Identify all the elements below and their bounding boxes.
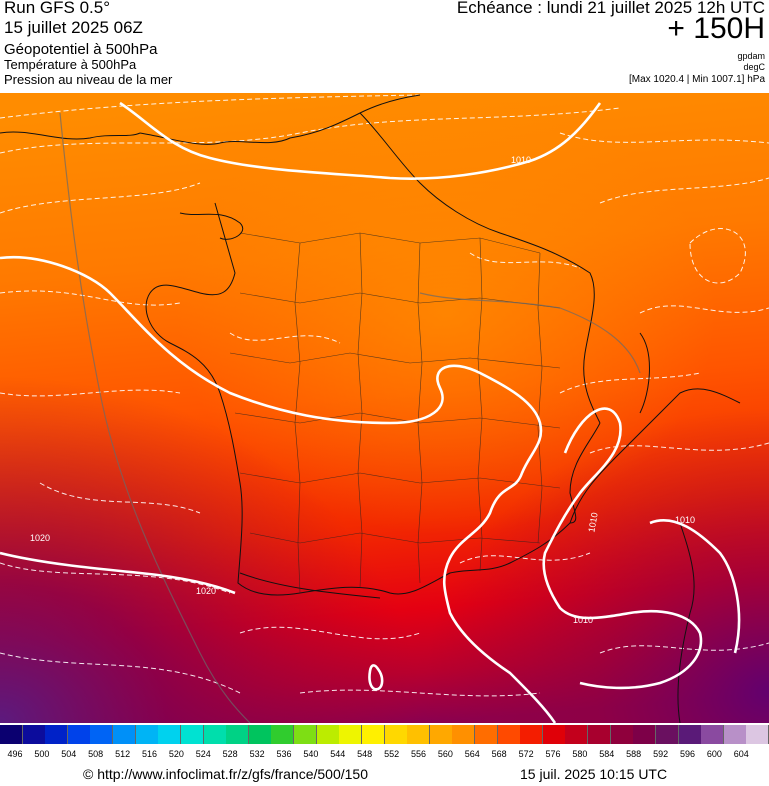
scale-label: 584 [599,749,615,759]
color-swatch [316,725,340,744]
isobar-label-west: 1020 [30,533,50,543]
field-pressure: Pression au niveau de la mer [4,72,173,87]
scale-label: 544 [330,749,346,759]
color-swatch [67,725,91,744]
color-swatch [294,725,318,744]
color-swatch [610,725,634,744]
color-swatch [565,725,589,744]
color-swatch [452,725,476,744]
scale-label: 512 [115,749,131,759]
isobar-label-mediterranean: 1010 [573,615,593,625]
color-swatch [407,725,431,744]
unit-gpdam: gpdam [737,51,765,61]
color-swatch [588,725,612,744]
department-borders [229,232,561,594]
scale-label: 564 [464,749,480,759]
color-swatch [0,725,23,744]
run-date: 15 juillet 2025 06Z [4,18,143,37]
scale-label: 552 [384,749,400,759]
color-swatch [135,725,159,744]
forecast-valid-time: Echéance : lundi 21 juillet 2025 12h UTC [456,0,765,17]
scale-label: 580 [572,749,588,759]
scale-label: 560 [437,749,453,759]
scale-label: 540 [303,749,319,759]
color-swatch [158,725,182,744]
color-swatch [723,725,747,744]
color-swatch [429,725,453,744]
scale-label: 588 [626,749,642,759]
pressure-minmax: [Max 1020.4 | Min 1007.1] hPa [628,74,765,85]
color-scale-legend: 496 500 504 508 512 516 520 524 528 532 536 540 544 5… [0,725,769,761]
color-swatch [248,725,272,744]
color-swatch [203,725,227,744]
color-swatch [361,725,385,744]
color-swatch [746,725,769,744]
color-swatch [226,725,250,744]
color-swatch [22,725,46,744]
unit-degc: degC [743,62,765,72]
scale-label: 604 [733,749,749,759]
scale-label: 572 [518,749,534,759]
scale-label: 500 [34,749,50,759]
isobar-label-corsica: 1010 [675,515,695,525]
color-swatch [633,725,657,744]
scale-label: 528 [222,749,238,759]
forecast-horizon: + 150H [667,12,765,45]
color-swatch [271,725,295,744]
color-swatch [701,725,725,744]
scale-label: 592 [653,749,669,759]
scale-label: 504 [61,749,77,759]
field-temperature: Température à 500hPa [4,57,137,72]
source-url[interactable]: © http://www.infoclimat.fr/z/gfs/france/… [83,766,368,782]
scale-label: 536 [276,749,292,759]
scale-label: 600 [706,749,722,759]
scale-label: 576 [545,749,561,759]
scale-label: 508 [88,749,104,759]
color-swatch [384,725,408,744]
isobar-label-north: 1010 [511,155,531,165]
low-geopotential-southeast [0,93,769,723]
footer: © http://www.infoclimat.fr/z/gfs/france/… [0,766,769,786]
scale-label: 524 [195,749,211,759]
field-geopotential: Géopotentiel à 500hPa [4,41,158,58]
forecast-map: 1010 1020 1020 1010 1010 1010 [0,93,769,723]
country-outline [59,112,641,723]
color-swatch [90,725,114,744]
isobar-label-alps: 1010 [586,512,599,533]
isobar-label-southwest: 1020 [196,586,216,596]
color-swatch [520,725,544,744]
color-swatch [655,725,679,744]
isobar-labels: 1010 1020 1020 1010 1010 1010 [30,155,695,625]
scale-label: 556 [410,749,427,759]
color-swatch [678,725,702,744]
run-title: Run GFS 0.5° [4,0,111,17]
generation-timestamp: 15 juil. 2025 10:15 UTC [520,766,668,782]
isobars [0,101,741,723]
color-swatch [113,725,137,744]
scale-label: 568 [491,749,507,759]
scale-label: 532 [249,749,265,759]
coastlines-borders [0,94,741,723]
scale-label: 596 [679,749,696,759]
scale-label: 496 [7,749,23,759]
color-swatch [180,725,204,744]
color-swatch [474,725,498,744]
color-swatch [497,725,521,744]
color-swatch [45,725,69,744]
scale-label: 516 [141,749,158,759]
color-swatch [542,725,566,744]
color-swatch [339,725,363,744]
scale-label: 548 [357,749,373,759]
scale-label: 520 [168,749,184,759]
